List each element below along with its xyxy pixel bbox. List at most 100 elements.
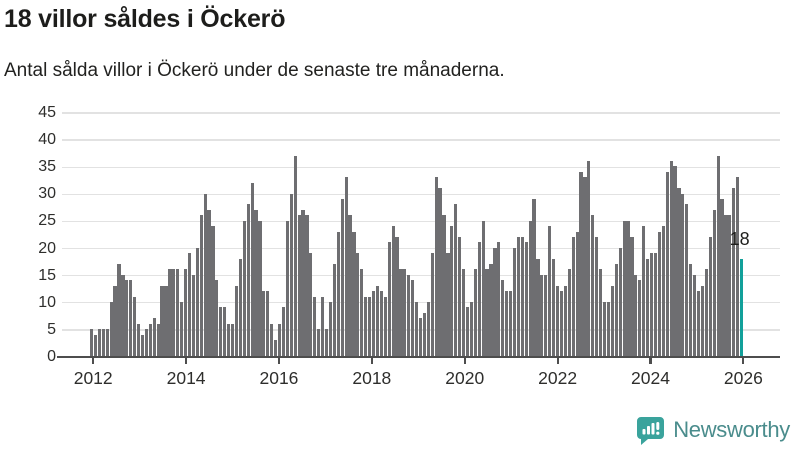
chart-subtitle: Antal sålda villor i Öckerö under de sen…: [4, 60, 505, 81]
bar: [164, 285, 168, 357]
bar: [638, 280, 642, 357]
bar: [532, 198, 536, 357]
bar: [473, 269, 477, 357]
bar: [375, 285, 380, 357]
bar: [512, 247, 517, 357]
bar: [183, 269, 188, 357]
bar: [391, 226, 395, 357]
x-tick-mark: [277, 358, 281, 364]
x-axis-line: [57, 356, 780, 359]
bar: [93, 334, 98, 357]
x-tick-label: 2020: [445, 368, 485, 388]
bar: [156, 323, 160, 357]
bar: [497, 242, 501, 357]
bar: [383, 296, 387, 357]
x-tick-mark: [742, 358, 745, 364]
bar: [661, 226, 665, 357]
bar: [90, 329, 94, 357]
bar: [125, 280, 129, 357]
y-tick-label: 10: [38, 293, 56, 311]
bar: [700, 285, 705, 357]
bar: [618, 247, 622, 357]
brand-name: Newsworthy: [673, 416, 790, 442]
bar: [317, 329, 321, 357]
y-grid-line: [62, 220, 780, 223]
bar: [544, 274, 548, 357]
bar: [223, 307, 227, 357]
bar: [563, 285, 567, 357]
bar: [113, 285, 117, 357]
bar: [97, 329, 102, 357]
bar: [180, 301, 184, 357]
bar: [395, 236, 399, 357]
bar: [274, 339, 278, 357]
bar: [368, 296, 372, 357]
y-tick-label: 0: [47, 348, 56, 365]
y-grid-line: [62, 302, 780, 304]
bar: [121, 274, 125, 357]
bar: [399, 269, 403, 357]
bar: [505, 291, 509, 357]
bar: [344, 177, 348, 357]
bar: [293, 155, 297, 357]
bar: [732, 188, 736, 357]
bar: [387, 242, 391, 357]
bar: [536, 258, 540, 357]
bar: [285, 220, 289, 357]
bar: [708, 236, 712, 357]
bar: [195, 247, 199, 357]
bar: [728, 215, 732, 357]
bar: [203, 193, 207, 357]
bar: [148, 323, 152, 357]
bar: [187, 253, 192, 357]
bar: [105, 329, 109, 357]
bar: [704, 269, 708, 357]
bar: [477, 242, 481, 357]
bar: [324, 329, 329, 357]
bar: [736, 177, 740, 357]
bar: [238, 258, 242, 357]
y-grid-line: [62, 112, 780, 114]
bar: [673, 166, 677, 357]
bar: [716, 155, 720, 357]
x-tick-mark: [649, 358, 652, 364]
x-tick-label: 2022: [538, 368, 578, 388]
bar: [552, 258, 556, 357]
bar: [693, 274, 697, 357]
bar: [360, 269, 364, 357]
bar: [152, 318, 156, 357]
bar: [685, 204, 689, 357]
bar: [379, 291, 383, 357]
bar: [548, 226, 552, 357]
bar: [481, 220, 485, 357]
bar: [642, 226, 646, 357]
bar: [430, 253, 434, 357]
bar: [321, 296, 325, 357]
bar: [270, 323, 274, 357]
bar: [630, 236, 634, 357]
x-tick-label: 2012: [73, 368, 113, 388]
bar: [160, 285, 164, 357]
bar: [129, 280, 133, 357]
bar: [297, 215, 301, 357]
bar: [665, 171, 669, 357]
bar: [230, 323, 235, 357]
bar: [109, 301, 113, 357]
bar: [438, 188, 442, 357]
newsworthy-logo: Newsworthy: [635, 414, 790, 445]
bar: [219, 307, 223, 357]
bar: [458, 236, 462, 357]
bar: [277, 323, 282, 357]
y-tick-label: 35: [38, 158, 56, 176]
bar: [516, 236, 520, 357]
bar: [136, 323, 141, 357]
bar: [689, 264, 693, 357]
bar: [215, 280, 219, 357]
plot-area: 0 5 10 15 20 25 30 35 40 45 2012 2014 2016 2018 2020 20…: [38, 105, 780, 388]
x-tick-mark: [556, 358, 559, 364]
bar: [403, 269, 407, 357]
bar: [669, 161, 673, 357]
bar: [407, 274, 411, 357]
bar: [426, 301, 430, 357]
